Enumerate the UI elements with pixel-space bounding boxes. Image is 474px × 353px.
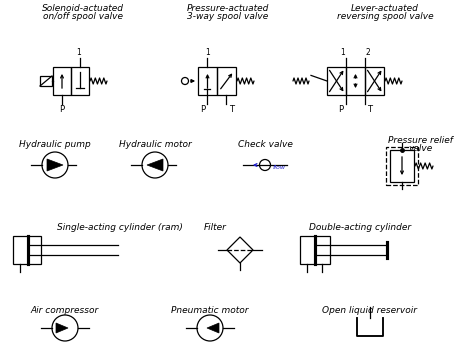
Bar xyxy=(386,147,418,185)
Text: Pressure relief: Pressure relief xyxy=(388,136,453,145)
Text: flow: flow xyxy=(273,165,286,170)
Bar xyxy=(300,236,330,264)
Bar xyxy=(71,67,89,95)
Text: P: P xyxy=(59,105,64,114)
Bar xyxy=(346,67,365,95)
Bar xyxy=(390,150,414,182)
Bar xyxy=(217,67,236,95)
Bar xyxy=(13,236,41,264)
Text: Single-acting cylinder (ram): Single-acting cylinder (ram) xyxy=(57,223,183,232)
Text: T: T xyxy=(229,105,234,114)
Polygon shape xyxy=(207,323,219,333)
Text: 1: 1 xyxy=(341,48,346,57)
Bar xyxy=(198,67,217,95)
Text: reversing spool valve: reversing spool valve xyxy=(337,12,433,21)
Text: Filter: Filter xyxy=(203,223,227,232)
Text: 3-way spool valve: 3-way spool valve xyxy=(187,12,269,21)
Text: Pressure-actuated: Pressure-actuated xyxy=(187,4,269,13)
Text: Hydraulic motor: Hydraulic motor xyxy=(118,140,191,149)
Text: Air compressor: Air compressor xyxy=(31,306,99,315)
Text: T: T xyxy=(367,105,373,114)
Text: P: P xyxy=(338,105,344,114)
Bar xyxy=(365,67,384,95)
Polygon shape xyxy=(56,323,68,333)
Text: Pneumatic motor: Pneumatic motor xyxy=(171,306,249,315)
Text: Solenoid-actuated: Solenoid-actuated xyxy=(42,4,124,13)
Text: 1: 1 xyxy=(205,48,210,57)
Bar xyxy=(53,67,71,95)
Polygon shape xyxy=(147,159,163,171)
Text: on/off spool valve: on/off spool valve xyxy=(43,12,123,21)
Text: Check valve: Check valve xyxy=(237,140,292,149)
Text: 1: 1 xyxy=(77,48,82,57)
Text: Open liquid reservoir: Open liquid reservoir xyxy=(322,306,418,315)
Bar xyxy=(40,76,52,86)
Text: valve: valve xyxy=(408,144,432,153)
Bar xyxy=(327,67,346,95)
Text: Hydraulic pump: Hydraulic pump xyxy=(19,140,91,149)
Text: Double-acting cylinder: Double-acting cylinder xyxy=(309,223,411,232)
Text: 2: 2 xyxy=(365,48,370,57)
Text: P: P xyxy=(200,105,205,114)
Polygon shape xyxy=(47,159,63,171)
Text: Lever-actuated: Lever-actuated xyxy=(351,4,419,13)
